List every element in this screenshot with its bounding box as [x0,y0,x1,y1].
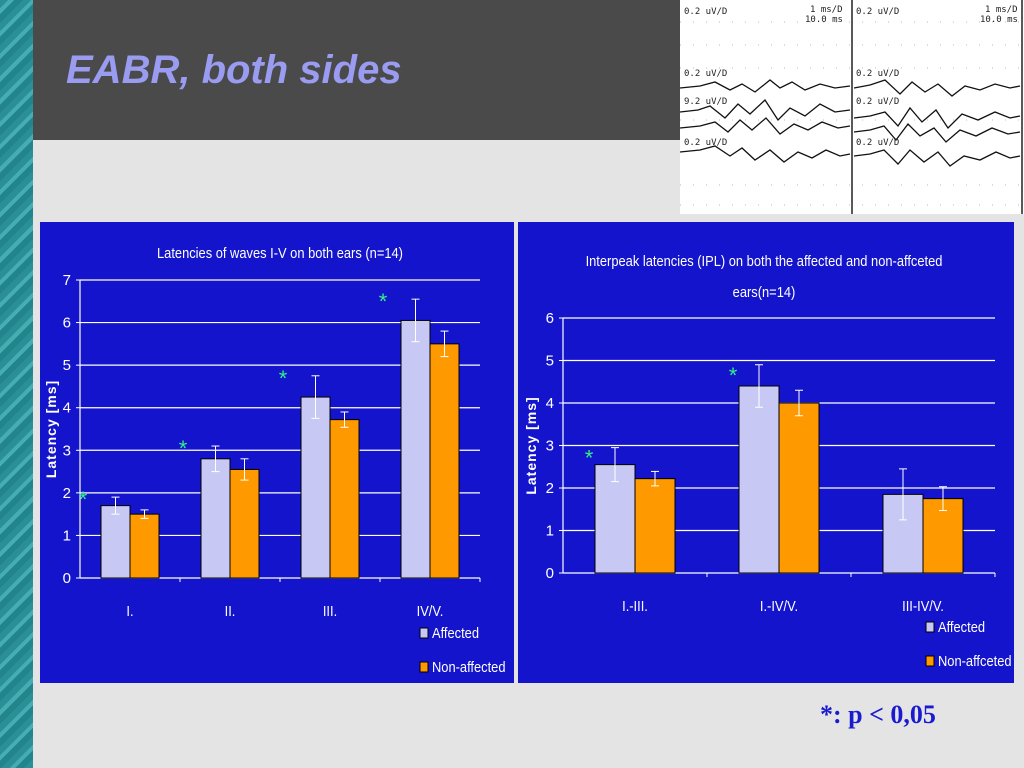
legend-label: Affected [938,618,985,635]
bar-affected [200,458,231,579]
significance-star: * [279,366,288,391]
ipl-chart-panel: Interpeak latencies (IPL) on both the af… [518,222,1014,683]
legend-label: Affected [432,624,479,641]
bar-non-affected [778,402,820,574]
x-tick-label: I.-IV/V. [760,597,798,614]
y-tick-label: 2 [63,485,71,502]
decorative-side-band [0,0,33,768]
legend-swatch [925,621,935,633]
x-tick-label: III-IV/V. [902,597,944,614]
legend-label: Non-affected [432,658,506,675]
eeg-label: 1 ms/D [985,5,1018,15]
bar-non-affected [229,468,260,579]
x-tick-label: I.-III. [622,597,648,614]
bar-non-affected [429,343,460,579]
y-tick-label: 5 [546,353,554,370]
y-tick-label: 4 [63,400,71,417]
chart-title: Latencies of waves I-V on both ears (n=1… [157,244,403,261]
y-tick-label: 4 [546,395,554,412]
eeg-label: 10.0 ms [980,15,1018,25]
y-tick-label: 1 [63,527,71,544]
bar-non-affected [634,478,676,574]
bar-affected [738,385,780,574]
bar-affected [594,464,636,574]
eeg-label: 10.0 ms [805,15,843,25]
y-axis-label: Latency [ms] [523,396,539,494]
significance-star: * [729,363,738,388]
eeg-label: 0.2 uV/D [856,69,900,79]
y-axis-label: Latency [ms] [43,380,59,478]
y-tick-label: 2 [546,480,554,497]
y-tick-label: 3 [546,438,554,455]
eeg-label: 0.2 uV/D [856,7,900,17]
significance-star: * [179,436,188,461]
chart-title-line: Interpeak latencies (IPL) on both the af… [586,252,943,269]
bar-affected [400,319,431,579]
eeg-label: 0.2 uV/D [684,138,728,148]
significance-star: * [585,446,594,471]
bar-non-affected [129,513,160,579]
bar-non-affected [329,419,360,579]
x-tick-label: I. [126,602,133,619]
bar-affected [300,396,331,579]
eeg-label: 0.2 uV/D [856,97,900,107]
significance-footnote: *: p < 0,05 [820,700,936,729]
y-tick-label: 3 [63,442,71,459]
eeg-label: 0.2 uV/D [684,7,728,17]
latencies-chart: Latencies of waves I-V on both ears (n=1… [43,244,506,675]
y-tick-label: 0 [63,570,71,587]
slide-title: EABR, both sides [66,48,402,92]
legend-swatch [925,655,935,667]
eeg-label: 0.2 uV/D [856,138,900,148]
legend-swatch [419,627,429,639]
eeg-label: 0.2 uV/D [684,69,728,79]
eeg-traces [680,0,1024,214]
bar-affected [100,505,131,579]
x-tick-label: II. [225,602,236,619]
y-tick-label: 6 [63,315,71,332]
eeg-label: 9.2 uV/D [684,97,728,107]
chart-title-line: ears(n=14) [733,283,796,300]
x-tick-label: IV/V. [417,602,444,619]
ipl-chart: Interpeak latencies (IPL) on both the af… [523,252,1012,669]
legend-label: Non-affceted [938,652,1012,669]
y-tick-label: 7 [63,272,71,289]
x-tick-label: III. [323,602,337,619]
legend-swatch [419,661,429,673]
latencies-chart-panel: Latencies of waves I-V on both ears (n=1… [40,222,514,683]
y-tick-label: 5 [63,357,71,374]
y-tick-label: 6 [546,310,554,327]
significance-star: * [379,289,388,314]
y-tick-label: 1 [546,523,554,540]
eeg-label: 1 ms/D [810,5,843,15]
significance-star: * [79,487,88,512]
eeg-trace-image: 0.2 uV/D 1 ms/D 10.0 ms 0.2 uV/D 1 ms/D … [680,0,1024,214]
y-tick-label: 0 [546,565,554,582]
